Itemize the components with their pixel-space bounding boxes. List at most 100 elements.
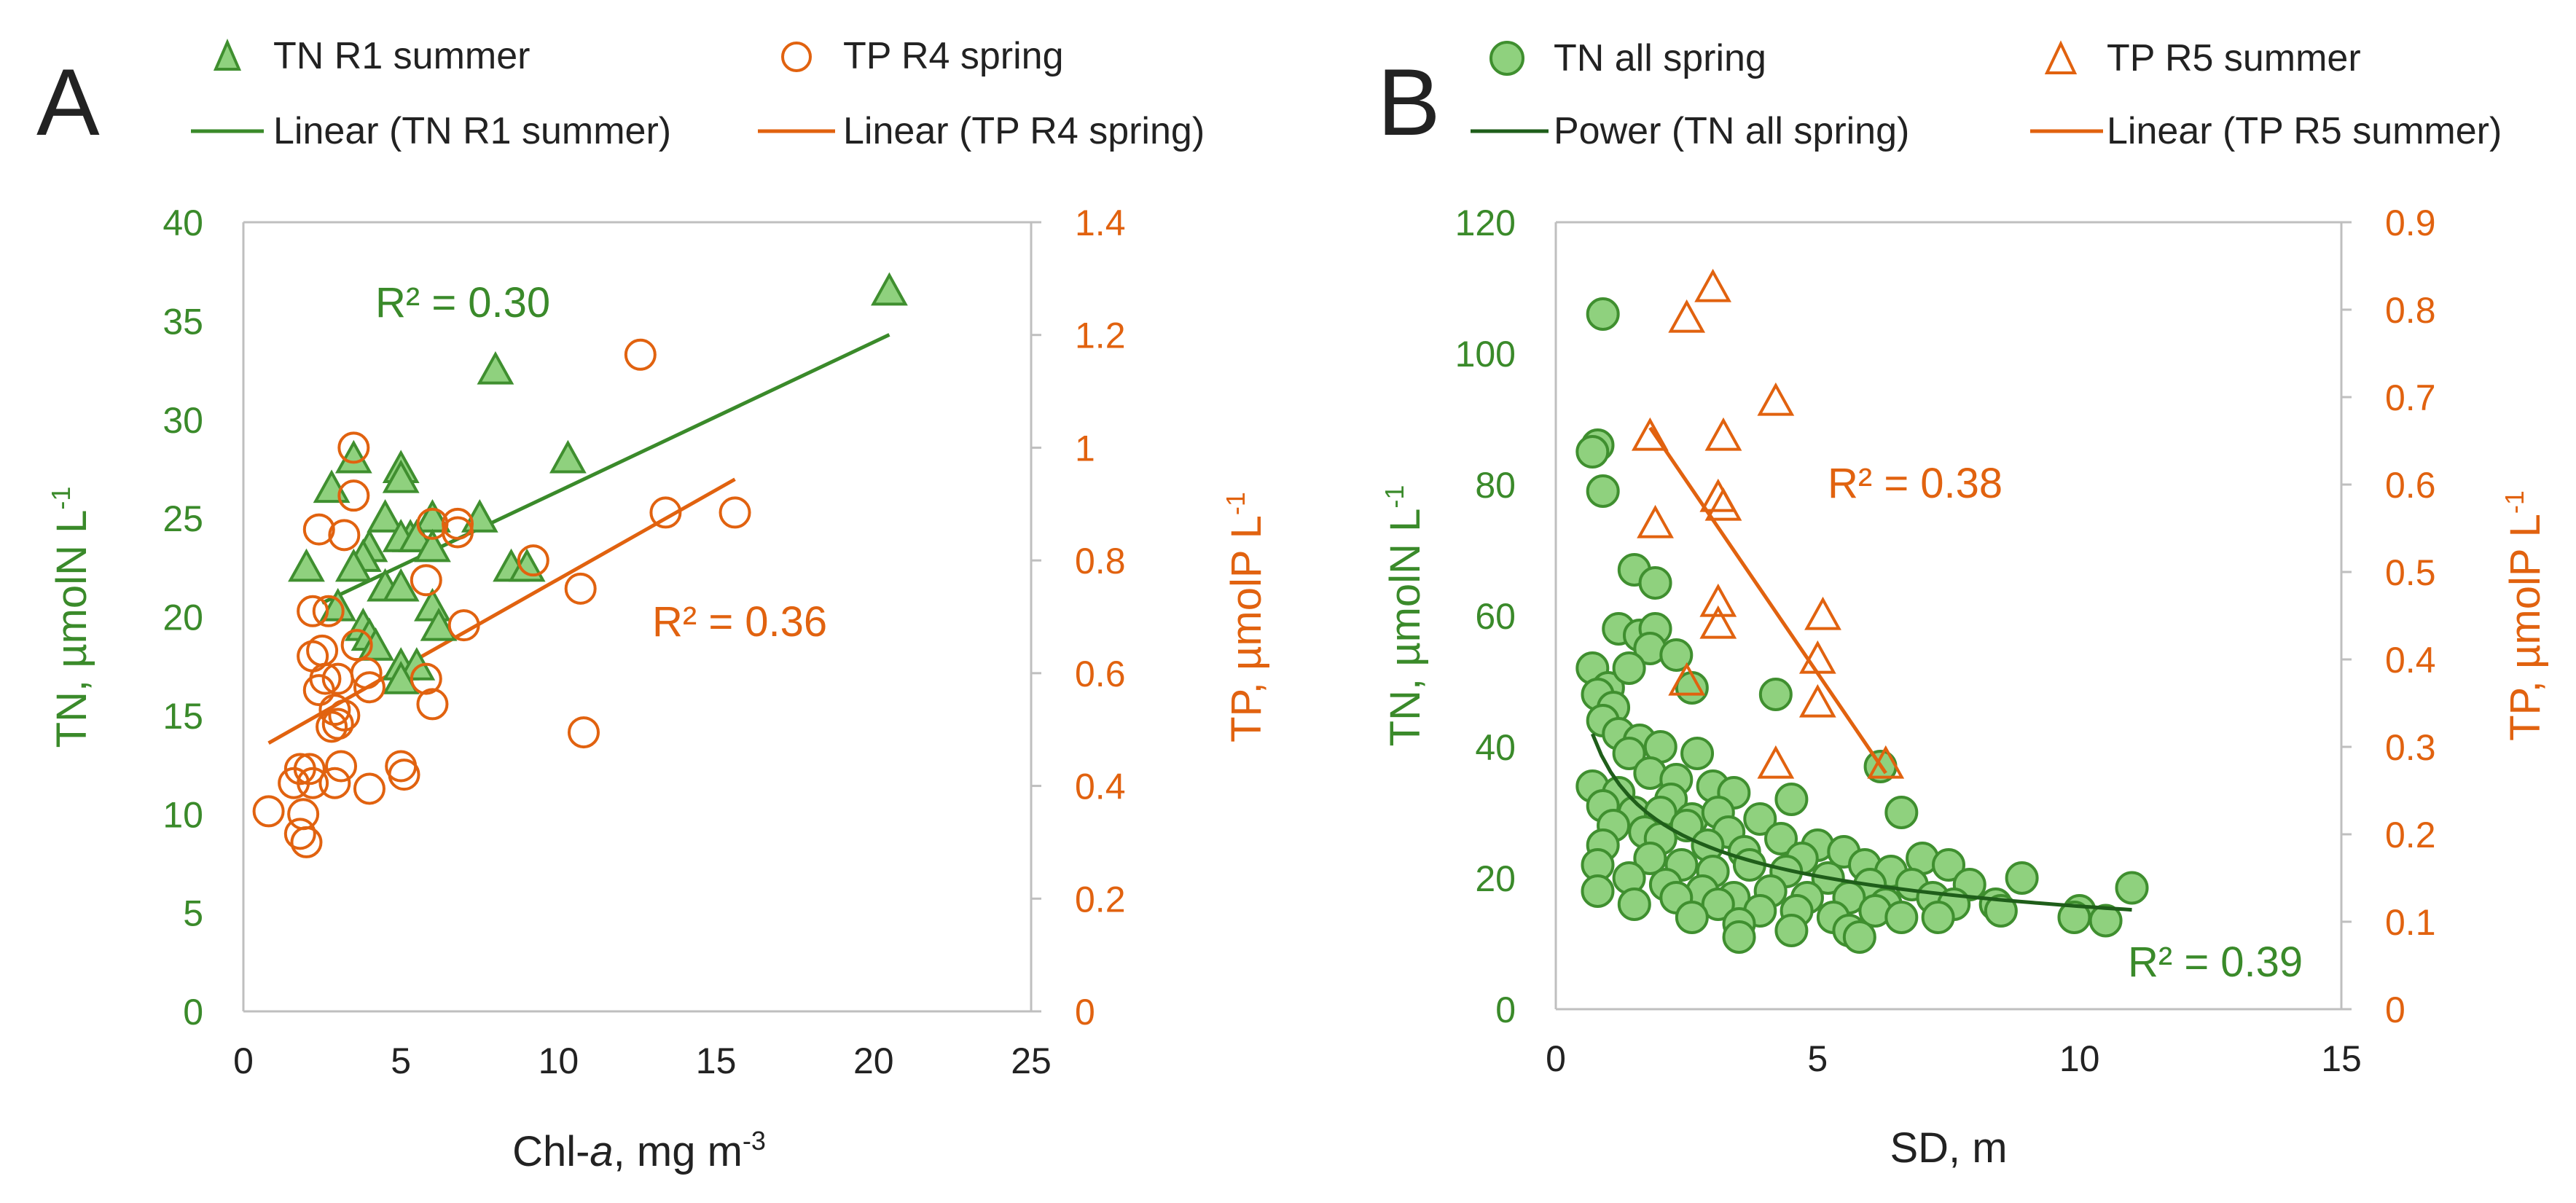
data-point-triangle: [414, 528, 451, 563]
y-right-tick-label: 0.1: [2385, 902, 2436, 943]
data-point-circle: [318, 767, 351, 799]
data-point-circle: [2088, 904, 2123, 938]
data-point-triangle: [1699, 605, 1737, 639]
data-point-circle: [337, 431, 370, 464]
panel-a-y-left-ticks: 0 5 10 15 20 25 30 35 40: [163, 203, 203, 1032]
x-tick-label: 5: [1807, 1038, 1828, 1079]
legend-a-trend-1: Linear (TN R1 summer): [273, 110, 671, 152]
data-point-circle: [297, 595, 329, 627]
panel-a-x-ticks: 0 5 10 15 20 25: [233, 1041, 1052, 1081]
data-point-circle: [1701, 887, 1735, 921]
data-point-triangle: [1704, 417, 1742, 451]
data-point-triangle: [319, 587, 357, 622]
x-tick-label: 15: [696, 1041, 737, 1081]
data-point-circle: [337, 479, 370, 512]
y-right-tick-label: 0.8: [2385, 290, 2436, 331]
y-left-tick-label: 0: [183, 992, 203, 1032]
y-right-tick-label: 0.4: [2385, 640, 2436, 681]
y-right-tick-label: 0: [1075, 992, 1095, 1032]
data-point-circle: [1586, 297, 1620, 331]
data-point-circle: [1984, 894, 2018, 928]
data-point-circle: [1774, 783, 1809, 816]
data-point-circle: [283, 818, 316, 850]
data-point-circle: [312, 595, 345, 627]
data-point-triangle: [334, 548, 372, 582]
y-left-tick-label: 15: [163, 696, 203, 737]
data-point-triangle: [420, 607, 458, 641]
data-point-circle: [1842, 920, 1876, 954]
data-point-circle: [517, 544, 549, 577]
data-point-triangle: [549, 439, 587, 474]
data-point-circle: [624, 338, 657, 371]
data-point-triangle: [477, 350, 514, 385]
y-left-tick-label: 40: [1475, 727, 1516, 768]
data-point-triangle: [382, 568, 420, 602]
data-point-circle: [1884, 796, 1919, 829]
y-left-tick-label: 20: [1475, 858, 1516, 899]
data-point-circle: [1932, 848, 1965, 882]
y-left-tick-label: 20: [163, 597, 203, 638]
data-point-circle: [447, 609, 480, 642]
y-left-tick-label: 60: [1475, 596, 1516, 637]
legend-a-trend-2: Linear (TP R4 spring): [843, 110, 1205, 152]
data-point-circle: [2005, 861, 2039, 895]
data-point-triangle: [382, 459, 420, 493]
y-left-tick-label: 5: [183, 893, 203, 934]
panel-b-y-right-ticks: 0 0.1 0.2 0.3 0.4 0.5 0.6 0.7 0.8 0.9: [2341, 203, 2436, 1030]
legend-a-series-1: TN R1 summer: [273, 35, 530, 77]
data-point-triangle: [871, 272, 908, 306]
y-right-tick-label: 0.9: [2385, 203, 2436, 243]
data-point-circle: [1884, 901, 1919, 934]
data-point-triangle: [1798, 683, 1836, 718]
legend-b-triangle-marker: [2044, 40, 2078, 74]
data-point-circle: [442, 507, 474, 540]
panel-a-y-left-label: TN, µmolN L-1: [46, 487, 95, 748]
panel-a-letter: A: [36, 49, 100, 155]
x-tick-label: 20: [853, 1041, 894, 1081]
trendline-power: [1590, 733, 2132, 912]
panel-a-x-axis-label: Chl-a, mg m-3: [512, 1126, 766, 1175]
x-tick-label: 10: [539, 1041, 579, 1081]
y-right-tick-label: 0.8: [1075, 541, 1126, 581]
data-point-triangle: [1704, 487, 1742, 521]
x-tick-label: 0: [1546, 1038, 1566, 1079]
y-left-tick-label: 40: [163, 203, 203, 243]
panel-b-x-ticks: 0 5 10 15: [1546, 1038, 2362, 1079]
data-point-circle: [321, 662, 354, 695]
y-right-tick-label: 0.6: [2385, 465, 2436, 506]
data-point-circle: [316, 710, 348, 743]
y-right-tick-label: 1: [1075, 428, 1095, 469]
y-right-tick-label: 0.5: [2385, 552, 2436, 593]
data-point-circle: [1774, 914, 1809, 947]
panel-b-legend: TN all spring TP R5 summer Power (TN all…: [1471, 37, 2502, 152]
data-point-triangle: [1668, 299, 1706, 333]
data-point-circle: [649, 496, 682, 529]
legend-b-trend-1: Power (TN all spring): [1554, 110, 1909, 152]
data-point-circle: [719, 496, 751, 529]
data-point-triangle: [357, 627, 395, 661]
data-point-circle: [290, 826, 323, 858]
x-tick-label: 25: [1011, 1041, 1052, 1081]
data-point-circle: [567, 716, 600, 749]
data-point-circle: [388, 759, 420, 791]
data-point-circle: [1586, 474, 1620, 508]
data-point-triangle: [1757, 382, 1795, 416]
legend-a-circle-marker: [781, 42, 812, 72]
data-point-circle: [1722, 920, 1756, 954]
panel-a-y-right-ticks: 0 0.2 0.4 0.6 0.8 1 1.2 1.4: [1031, 203, 1126, 1032]
data-point-circle: [1659, 638, 1694, 672]
data-point-circle: [309, 662, 342, 695]
data-point-circle: [2115, 871, 2149, 905]
data-point-circle: [1921, 901, 1955, 934]
data-point-triangle: [334, 439, 372, 474]
data-point-circle: [318, 694, 351, 726]
data-point-circle: [1675, 901, 1709, 934]
data-point-triangle: [461, 499, 498, 533]
panel-a-legend: TN R1 summer TP R4 spring Linear (TN R1 …: [191, 35, 1205, 152]
panel-b-y-left-label: TN, µmolN L-1: [1379, 485, 1429, 747]
data-point-circle: [302, 674, 335, 707]
y-left-tick-label: 100: [1455, 334, 1516, 375]
data-point-triangle: [1699, 583, 1737, 617]
data-point-circle: [252, 795, 285, 828]
